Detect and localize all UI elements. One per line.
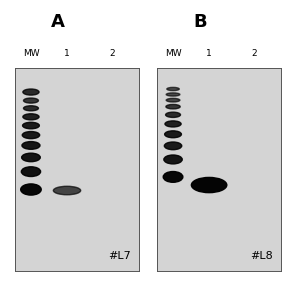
Ellipse shape (53, 186, 81, 195)
Ellipse shape (23, 98, 38, 103)
Ellipse shape (22, 153, 40, 162)
Ellipse shape (164, 155, 182, 164)
Ellipse shape (21, 167, 41, 177)
Ellipse shape (192, 177, 227, 193)
Ellipse shape (166, 93, 180, 96)
Text: MW: MW (23, 49, 39, 58)
Ellipse shape (23, 106, 38, 111)
Ellipse shape (163, 171, 183, 182)
Ellipse shape (21, 184, 41, 195)
Ellipse shape (22, 142, 40, 149)
Ellipse shape (23, 114, 39, 120)
Text: A: A (52, 13, 65, 31)
Text: 1: 1 (206, 49, 212, 58)
Text: #L8: #L8 (250, 251, 273, 261)
Text: 2: 2 (251, 49, 257, 58)
Ellipse shape (166, 98, 180, 102)
Ellipse shape (22, 122, 39, 129)
Ellipse shape (165, 121, 181, 127)
Ellipse shape (165, 131, 181, 138)
Ellipse shape (166, 104, 180, 109)
Ellipse shape (23, 89, 39, 95)
Text: MW: MW (165, 49, 181, 58)
Text: 1: 1 (64, 49, 70, 58)
Text: 2: 2 (109, 49, 115, 58)
Ellipse shape (167, 87, 179, 91)
Ellipse shape (165, 112, 181, 117)
Ellipse shape (164, 142, 182, 150)
Ellipse shape (22, 131, 40, 139)
Text: B: B (194, 13, 207, 31)
Text: #L7: #L7 (108, 251, 131, 261)
